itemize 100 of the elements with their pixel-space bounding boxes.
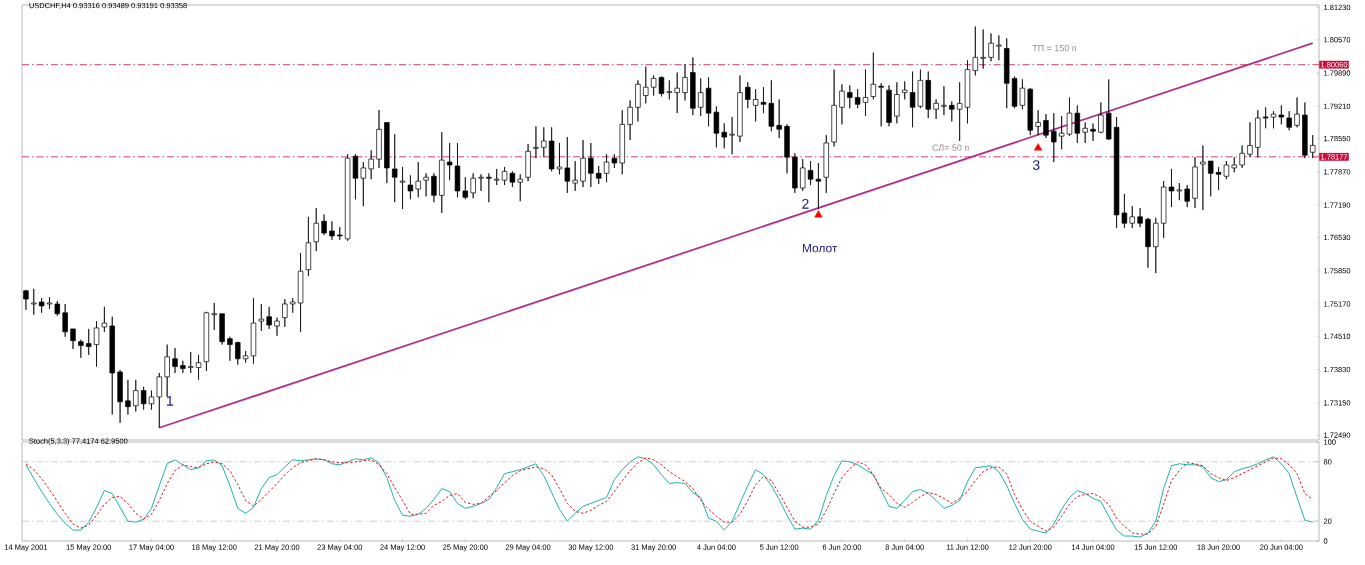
candlestick xyxy=(980,29,986,69)
candlestick xyxy=(588,142,594,188)
candlestick xyxy=(70,328,76,350)
candlestick xyxy=(376,109,382,169)
candlestick xyxy=(800,158,806,192)
candlestick xyxy=(768,80,775,132)
candlestick xyxy=(78,339,84,359)
candlestick xyxy=(1294,97,1300,128)
candlestick xyxy=(533,125,539,159)
candlestick xyxy=(470,172,476,199)
candlestick xyxy=(666,80,673,100)
candlestick xyxy=(211,302,217,331)
candlestick xyxy=(690,57,696,116)
candlestick xyxy=(360,161,367,207)
candlestick xyxy=(1098,102,1104,134)
candlestick xyxy=(643,66,649,104)
candlestick xyxy=(1074,104,1081,144)
candlestick xyxy=(894,81,900,124)
candlestick xyxy=(31,288,37,316)
candlestick xyxy=(486,172,492,203)
annotation: 3 xyxy=(1032,160,1040,171)
candlestick xyxy=(329,220,335,241)
candlestick xyxy=(972,26,979,76)
candlestick xyxy=(1043,113,1049,139)
candlestick xyxy=(941,85,947,116)
candlestick xyxy=(227,336,233,362)
candlestick xyxy=(1035,109,1041,136)
candlestick xyxy=(1051,112,1057,163)
candlestick xyxy=(439,131,445,214)
candlestick xyxy=(1176,182,1183,201)
candlestick xyxy=(1153,217,1159,274)
candlestick xyxy=(266,306,272,330)
candlestick xyxy=(392,133,398,203)
annotation: Молот xyxy=(802,244,838,253)
candlestick xyxy=(431,172,437,203)
candlestick xyxy=(682,63,688,101)
candlestick xyxy=(156,372,163,429)
candlestick xyxy=(564,136,571,194)
candlestick xyxy=(305,216,312,277)
annotation: СЛ= 50 п xyxy=(932,144,969,151)
candlestick xyxy=(368,149,374,180)
candlestick xyxy=(180,360,186,374)
candlestick xyxy=(541,126,547,158)
candlestick xyxy=(1082,122,1088,144)
candlestick xyxy=(870,52,877,100)
candlestick xyxy=(1027,87,1033,136)
candlestick xyxy=(1137,207,1143,228)
candlestick xyxy=(1090,123,1096,142)
candlestick xyxy=(109,316,115,415)
candlestick xyxy=(203,311,210,372)
candlestick xyxy=(384,122,390,184)
candlestick xyxy=(274,317,280,337)
candlestick xyxy=(1278,104,1285,125)
candlestick xyxy=(823,134,829,194)
candlestick xyxy=(415,161,421,198)
candlestick xyxy=(580,139,586,188)
candlestick xyxy=(627,100,633,141)
candlestick xyxy=(776,99,782,139)
candlestick xyxy=(1247,122,1253,158)
candlestick xyxy=(1106,79,1112,141)
candlestick xyxy=(737,75,743,143)
candlestick xyxy=(289,297,296,314)
candlestick xyxy=(596,165,602,185)
candlestick xyxy=(54,300,61,317)
candlestick xyxy=(1231,156,1237,173)
candlestick xyxy=(337,226,343,241)
candlestick xyxy=(784,124,790,174)
candlestick xyxy=(831,69,837,147)
candlestick xyxy=(462,176,469,200)
candlestick xyxy=(988,33,994,62)
candlestick xyxy=(172,347,178,374)
candlestick xyxy=(478,173,484,192)
candlestick xyxy=(619,109,625,175)
candlestick xyxy=(1286,110,1292,131)
candlestick xyxy=(1129,205,1135,229)
candlestick xyxy=(313,207,319,252)
candlestick xyxy=(902,80,908,100)
candlestick xyxy=(187,351,194,374)
candlestick xyxy=(117,369,123,424)
candlestick xyxy=(635,80,641,122)
candlestick xyxy=(1145,217,1151,269)
candlestick xyxy=(839,83,845,125)
candlestick xyxy=(494,168,500,186)
candlestick xyxy=(996,34,1002,61)
candlestick xyxy=(698,78,704,117)
candlestick xyxy=(85,328,92,356)
candlestick xyxy=(125,379,131,415)
candlestick xyxy=(195,354,202,381)
candlestick xyxy=(729,116,735,155)
candlestick xyxy=(674,72,680,114)
candlestick xyxy=(1302,102,1308,159)
candlestick xyxy=(1184,184,1190,208)
candlestick xyxy=(1192,156,1198,209)
candlestick xyxy=(423,172,429,197)
candlestick xyxy=(23,289,29,311)
candlestick xyxy=(62,303,68,338)
candlestick xyxy=(1310,134,1316,159)
candlestick xyxy=(1239,145,1245,169)
candlestick xyxy=(219,313,225,345)
candlestick xyxy=(133,379,139,412)
